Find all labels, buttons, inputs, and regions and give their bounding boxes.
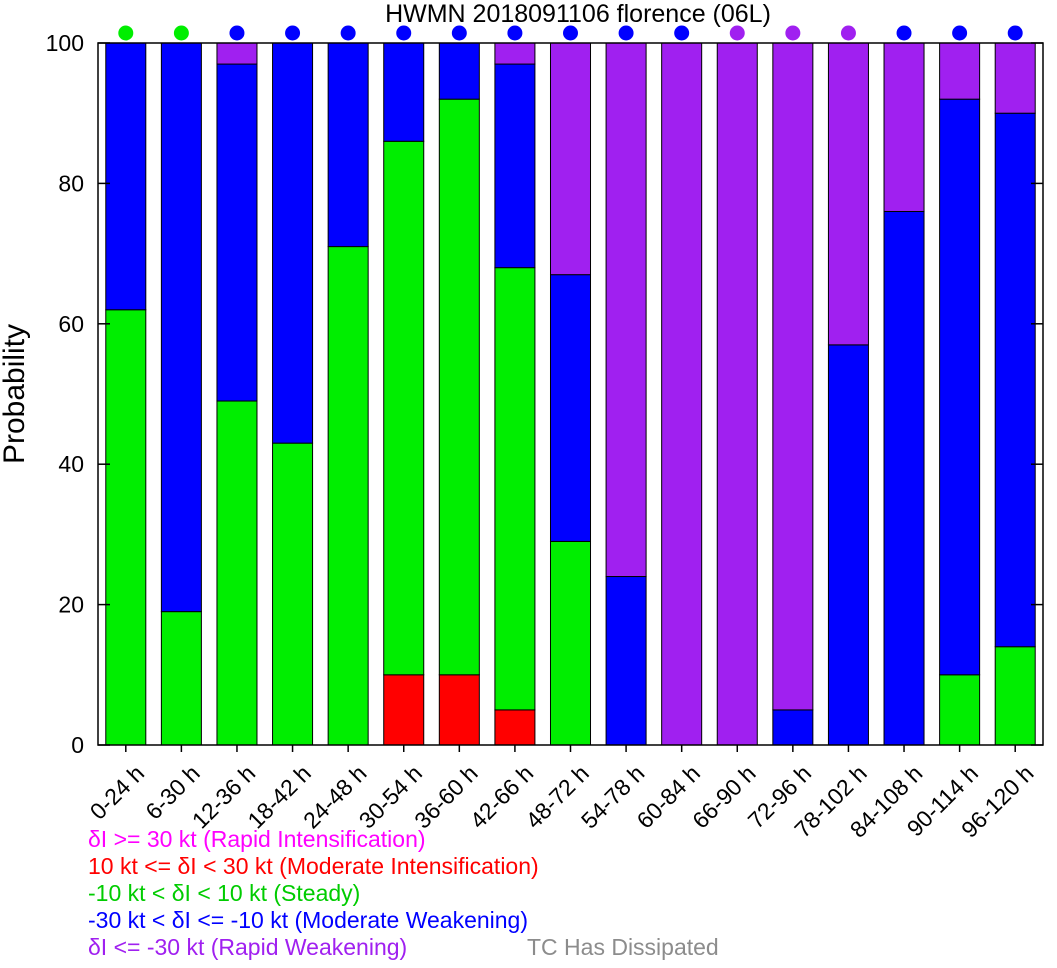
bar-segment (549, 42, 592, 276)
y-tick-label: 40 (58, 451, 84, 477)
bar-segment (160, 42, 202, 613)
bar-segment (105, 42, 147, 311)
legend-item-rapid-intensification: δI >= 30 kt (Rapid Intensification) (88, 826, 426, 852)
top-marker (729, 25, 745, 41)
bar-segment (105, 309, 147, 746)
bar-segment (994, 42, 1036, 114)
bar-segment (438, 674, 480, 746)
top-marker (785, 25, 801, 41)
y-tick-label: 80 (58, 170, 84, 196)
chart-title: HWMN 2018091106 florence (06L) (385, 0, 771, 28)
bar-segment (883, 42, 925, 212)
top-marker (396, 25, 412, 41)
bar-segment (939, 42, 981, 100)
top-marker (618, 25, 634, 41)
top-marker (563, 25, 578, 41)
bar-segment (494, 63, 536, 269)
bars-group (105, 42, 1036, 746)
top-markers-group (118, 25, 1023, 41)
bar-segment (438, 98, 480, 676)
bar-segment (772, 709, 814, 746)
top-marker (840, 25, 856, 41)
bar-segment (494, 709, 536, 746)
bar-segment (160, 611, 202, 746)
bar-segment (272, 442, 314, 746)
top-marker (674, 25, 690, 41)
bar-segment (716, 42, 758, 746)
bar-segment (549, 540, 592, 746)
bar-segment (883, 210, 925, 746)
bar-segment (827, 42, 869, 346)
bar-segment (383, 140, 425, 676)
bar-segment (327, 246, 369, 746)
bar-segment (216, 400, 258, 746)
y-tick-label: 0 (71, 732, 84, 758)
legend: δI >= 30 kt (Rapid Intensification) 10 k… (88, 826, 539, 961)
dissipated-label: TC Has Dissipated (527, 934, 719, 960)
x-tick-label: 0-24 h (85, 760, 150, 825)
top-marker (118, 25, 134, 41)
y-axis: 0 20 40 60 80 100 (46, 30, 1043, 758)
legend-item-moderate-intensification: 10 kt <= δI < 30 kt (Moderate Intensific… (88, 853, 539, 879)
legend-item-moderate-weakening: -30 kt < δI <= -10 kt (Moderate Weakenin… (88, 907, 529, 933)
bar-segment (383, 674, 425, 746)
top-marker (896, 25, 912, 41)
bar-segment (994, 112, 1036, 648)
top-marker (229, 25, 245, 41)
bar-segment (994, 646, 1036, 746)
bar-segment (383, 42, 425, 142)
legend-item-steady: -10 kt < δI < 10 kt (Steady) (88, 880, 361, 906)
top-marker (1007, 25, 1023, 41)
bar-segment (216, 63, 258, 402)
top-marker (507, 25, 523, 41)
bar-segment (827, 344, 869, 746)
top-marker (340, 25, 356, 41)
bar-segment (438, 42, 480, 100)
top-marker (173, 25, 189, 41)
bar-segment (605, 576, 647, 746)
top-marker (952, 25, 968, 41)
top-marker (285, 25, 301, 41)
bar-segment (494, 267, 536, 711)
bar-segment (327, 42, 369, 248)
bar-segment (494, 42, 536, 65)
bar-segment (549, 274, 592, 542)
bar-segment (661, 42, 703, 746)
y-tick-label: 20 (58, 592, 84, 618)
bar-segment (216, 42, 258, 65)
legend-item-rapid-weakening: δI <= -30 kt (Rapid Weakening) (88, 934, 408, 960)
bar-segment (605, 42, 647, 578)
y-tick-label: 60 (58, 311, 84, 337)
bar-segment (939, 674, 981, 746)
y-tick-label: 100 (46, 30, 84, 56)
bar-segment (272, 42, 314, 444)
bar-segment (772, 42, 814, 711)
y-axis-label: Probability (0, 324, 31, 464)
bar-segment (939, 98, 981, 676)
top-marker (451, 25, 467, 41)
